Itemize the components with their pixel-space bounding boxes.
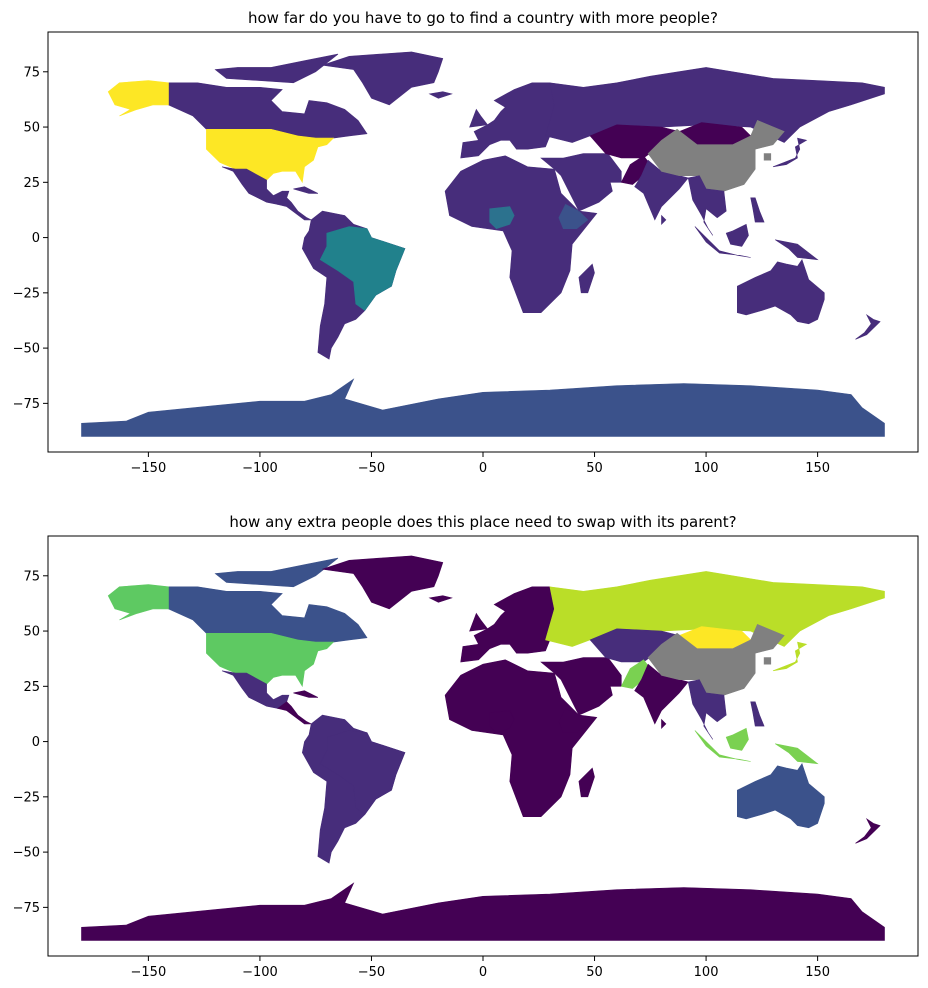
region-philippines bbox=[750, 701, 765, 727]
y-tick-label: −75 bbox=[13, 901, 40, 916]
region-central-america bbox=[277, 197, 312, 221]
region-indonesia bbox=[694, 226, 751, 258]
region-cuba bbox=[293, 186, 319, 194]
region-new-zealand bbox=[855, 314, 881, 340]
region-mexico bbox=[221, 670, 290, 709]
y-tick-label: 0 bbox=[32, 231, 40, 246]
y-tick-label: −25 bbox=[13, 790, 40, 805]
region-iceland bbox=[428, 595, 453, 603]
region-japan bbox=[772, 137, 808, 168]
x-tick-label: −100 bbox=[242, 965, 278, 980]
x-tick-label: 50 bbox=[586, 461, 603, 476]
y-tick-label: 75 bbox=[23, 569, 40, 584]
region-africa bbox=[444, 155, 598, 313]
region-iceland bbox=[428, 91, 453, 99]
region-korea bbox=[763, 153, 772, 161]
region-australia bbox=[737, 763, 825, 829]
region-borneo bbox=[725, 223, 749, 247]
x-tick-label: 100 bbox=[694, 461, 719, 476]
region-central-america bbox=[277, 701, 312, 725]
region-greenland bbox=[322, 555, 444, 610]
map-panel-1: how far do you have to go to find a coun… bbox=[13, 9, 919, 476]
region-middle-east bbox=[540, 657, 622, 716]
region-mexico bbox=[221, 166, 290, 205]
y-tick-label: 50 bbox=[23, 121, 40, 136]
region-arctic-islands bbox=[214, 53, 339, 84]
y-tick-label: 75 bbox=[23, 65, 40, 80]
region-alaska bbox=[107, 80, 169, 117]
region-ethiopia bbox=[558, 203, 589, 229]
region-ethiopia bbox=[558, 707, 589, 733]
region-europe bbox=[460, 586, 555, 663]
y-tick-label: 50 bbox=[23, 625, 40, 640]
map-panel-2: how any extra people does this place nee… bbox=[13, 513, 919, 980]
y-tick-label: −25 bbox=[13, 286, 40, 301]
x-tick-label: 150 bbox=[805, 965, 830, 980]
region-southeast-asia bbox=[687, 679, 727, 740]
region-australia bbox=[737, 259, 825, 325]
region-europe bbox=[460, 82, 555, 159]
region-middle-east bbox=[540, 153, 622, 212]
x-tick-label: −150 bbox=[131, 461, 167, 476]
region-southeast-asia bbox=[687, 175, 727, 236]
region-korea bbox=[763, 657, 772, 665]
x-tick-label: 150 bbox=[805, 461, 830, 476]
region-indonesia bbox=[694, 730, 751, 762]
chart-title: how any extra people does this place nee… bbox=[229, 513, 736, 531]
region-sri-lanka bbox=[661, 214, 667, 226]
y-tick-label: 0 bbox=[32, 735, 40, 750]
region-china bbox=[647, 624, 785, 696]
region-arctic-islands bbox=[214, 557, 339, 588]
region-antarctica bbox=[81, 882, 885, 941]
region-brazil bbox=[319, 730, 406, 815]
region-japan bbox=[772, 641, 808, 672]
region-madagascar bbox=[578, 263, 595, 294]
y-tick-label: 25 bbox=[23, 176, 40, 191]
region-greenland bbox=[322, 51, 444, 106]
y-tick-label: −50 bbox=[13, 342, 40, 357]
region-cuba bbox=[293, 690, 319, 698]
x-tick-label: −150 bbox=[131, 965, 167, 980]
region-uk bbox=[469, 612, 489, 632]
region-africa bbox=[444, 659, 598, 817]
region-new-guinea bbox=[775, 239, 819, 261]
y-tick-label: 25 bbox=[23, 680, 40, 695]
region-china bbox=[647, 120, 785, 192]
region-new-zealand bbox=[855, 818, 881, 844]
region-brazil bbox=[319, 226, 406, 311]
region-alaska bbox=[107, 584, 169, 621]
region-nigeria bbox=[489, 710, 515, 734]
y-tick-label: −75 bbox=[13, 397, 40, 412]
region-sri-lanka bbox=[661, 718, 667, 730]
region-madagascar bbox=[578, 767, 595, 798]
region-uk bbox=[469, 108, 489, 128]
region-philippines bbox=[750, 197, 765, 223]
chart-title: how far do you have to go to find a coun… bbox=[248, 9, 718, 27]
x-tick-label: 100 bbox=[694, 965, 719, 980]
x-tick-label: −50 bbox=[358, 965, 385, 980]
region-borneo bbox=[725, 727, 749, 751]
x-tick-label: 50 bbox=[586, 965, 603, 980]
x-tick-label: −100 bbox=[242, 461, 278, 476]
x-tick-label: 0 bbox=[479, 965, 487, 980]
y-tick-label: −50 bbox=[13, 846, 40, 861]
x-tick-label: −50 bbox=[358, 461, 385, 476]
region-antarctica bbox=[81, 378, 885, 437]
region-new-guinea bbox=[775, 743, 819, 765]
region-nigeria bbox=[489, 206, 515, 230]
x-tick-label: 0 bbox=[479, 461, 487, 476]
